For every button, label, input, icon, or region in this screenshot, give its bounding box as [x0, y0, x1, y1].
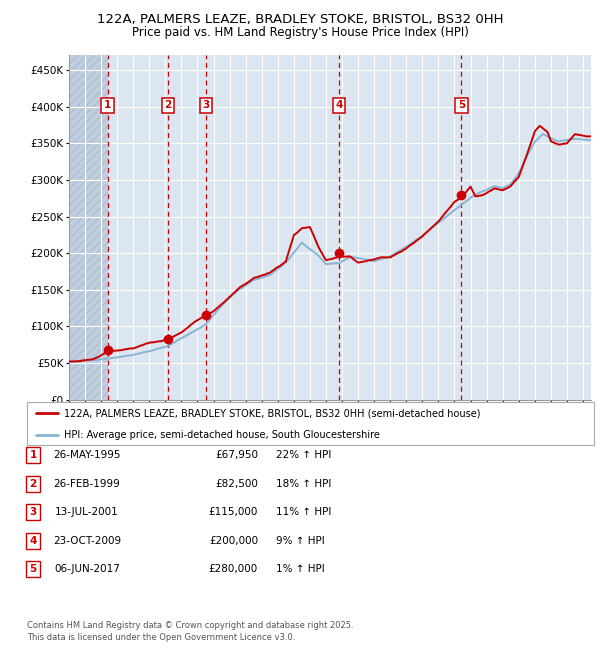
Text: 4: 4 [335, 100, 343, 110]
Text: £82,500: £82,500 [215, 478, 258, 489]
Text: £115,000: £115,000 [209, 507, 258, 517]
Text: 3: 3 [203, 100, 210, 110]
Text: 22% ↑ HPI: 22% ↑ HPI [276, 450, 331, 460]
Text: 1: 1 [104, 100, 111, 110]
Text: 5: 5 [29, 564, 37, 575]
Text: 3: 3 [29, 507, 37, 517]
Text: 122A, PALMERS LEAZE, BRADLEY STOKE, BRISTOL, BS32 0HH (semi-detached house): 122A, PALMERS LEAZE, BRADLEY STOKE, BRIS… [64, 408, 481, 418]
Text: 06-JUN-2017: 06-JUN-2017 [54, 564, 120, 575]
Text: £200,000: £200,000 [209, 536, 258, 546]
Text: 1: 1 [29, 450, 37, 460]
Text: Contains HM Land Registry data © Crown copyright and database right 2025.: Contains HM Land Registry data © Crown c… [27, 621, 353, 630]
Text: Price paid vs. HM Land Registry's House Price Index (HPI): Price paid vs. HM Land Registry's House … [131, 26, 469, 39]
Text: 5: 5 [458, 100, 465, 110]
Text: HPI: Average price, semi-detached house, South Gloucestershire: HPI: Average price, semi-detached house,… [64, 430, 380, 439]
Text: 18% ↑ HPI: 18% ↑ HPI [276, 478, 331, 489]
Text: 2: 2 [164, 100, 172, 110]
Text: 1% ↑ HPI: 1% ↑ HPI [276, 564, 325, 575]
Text: 122A, PALMERS LEAZE, BRADLEY STOKE, BRISTOL, BS32 0HH: 122A, PALMERS LEAZE, BRADLEY STOKE, BRIS… [97, 13, 503, 26]
Text: 2: 2 [29, 478, 37, 489]
Text: 11% ↑ HPI: 11% ↑ HPI [276, 507, 331, 517]
Text: 26-FEB-1999: 26-FEB-1999 [53, 478, 121, 489]
Text: £280,000: £280,000 [209, 564, 258, 575]
Bar [69, 55, 107, 400]
Text: 4: 4 [29, 536, 37, 546]
Text: 23-OCT-2009: 23-OCT-2009 [53, 536, 121, 546]
Text: 13-JUL-2001: 13-JUL-2001 [55, 507, 119, 517]
Text: 26-MAY-1995: 26-MAY-1995 [53, 450, 121, 460]
Text: This data is licensed under the Open Government Licence v3.0.: This data is licensed under the Open Gov… [27, 633, 295, 642]
Text: 9% ↑ HPI: 9% ↑ HPI [276, 536, 325, 546]
Text: £67,950: £67,950 [215, 450, 258, 460]
